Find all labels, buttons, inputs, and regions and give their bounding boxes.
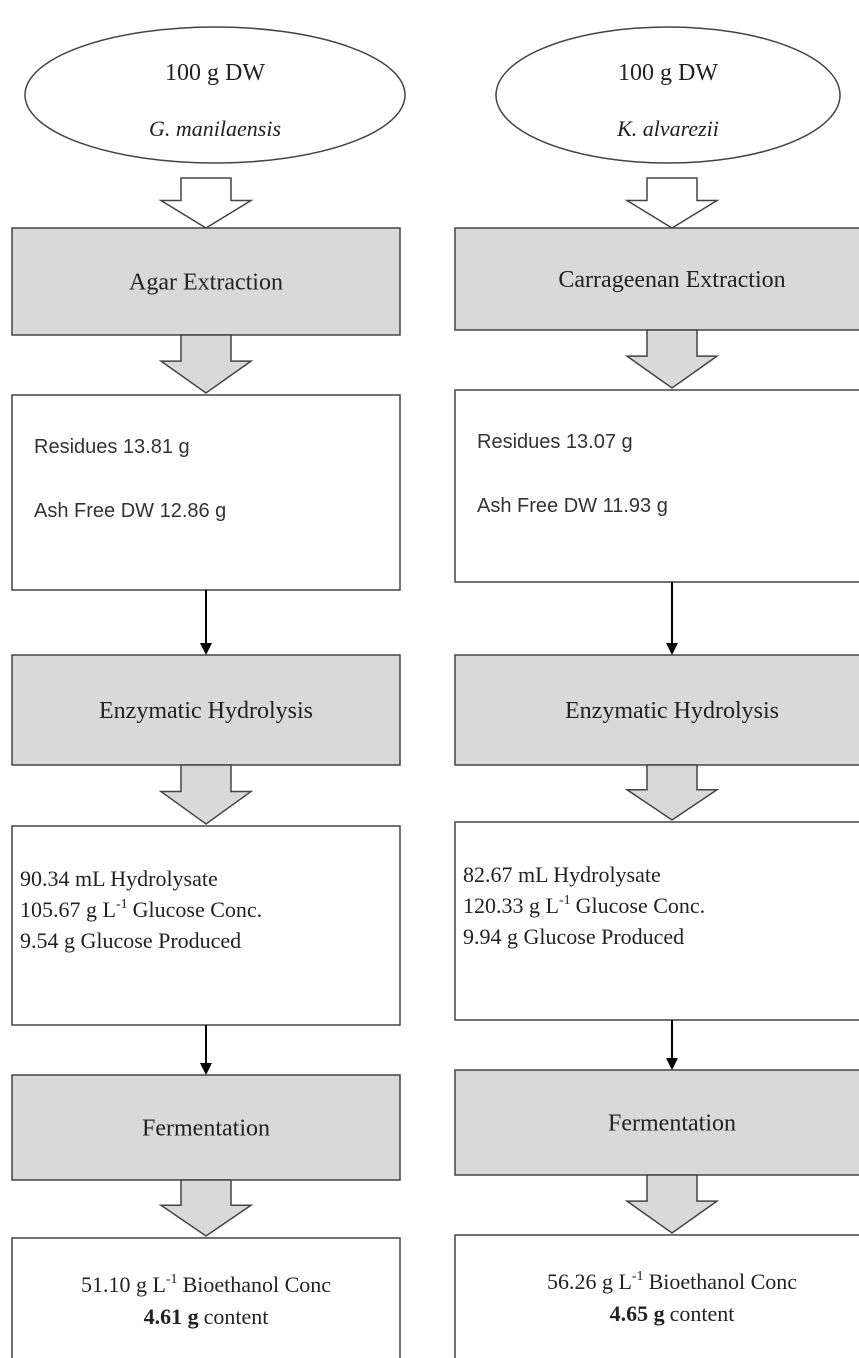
process-label: Enzymatic Hydrolysis: [565, 698, 779, 724]
result-box: [454, 821, 859, 1021]
glucose-produced: 9.94 g Glucose Produced: [463, 924, 684, 949]
value: 56.26 g L: [547, 1269, 632, 1294]
result-box: [11, 825, 401, 1026]
value: 105.67 g L: [20, 897, 116, 922]
process-box: [11, 654, 401, 766]
text-line: 120.33 g L-1 Glucose Conc.: [463, 893, 705, 918]
unit: Glucose Conc.: [133, 897, 263, 922]
hydrolysate-volume: 82.67 mL Hydrolysate: [463, 862, 661, 887]
text-line: 51.10 g L-1 Bioethanol Conc: [81, 1272, 331, 1297]
unit: Glucose Conc.: [576, 893, 706, 918]
superscript: -1: [632, 1269, 644, 1284]
text-line: 105.67 g L-1 Glucose Conc.: [20, 897, 262, 922]
residue-line: Residues 13.81 g: [34, 436, 190, 458]
hollow-arrow: [158, 177, 254, 229]
process-label: Fermentation: [142, 1116, 270, 1142]
process-box: [11, 1074, 401, 1181]
text-line: 56.26 g L-1 Bioethanol Conc: [547, 1269, 797, 1294]
arrowhead: [666, 643, 678, 655]
block-arrow: [158, 764, 254, 825]
block-arrow: [624, 329, 720, 389]
arrowhead: [666, 1058, 678, 1070]
source-ellipse: [495, 26, 841, 164]
content-label: content: [204, 1304, 269, 1329]
result-box: [11, 1237, 401, 1358]
process-box: [11, 227, 401, 336]
block-arrow: [624, 764, 720, 821]
hollow-arrow: [624, 177, 720, 229]
residue-line: Ash Free DW 11.93 g: [477, 495, 668, 517]
block-arrow: [158, 334, 254, 394]
result-box: [454, 389, 859, 583]
superscript: -1: [166, 1272, 178, 1287]
process-box: [454, 227, 859, 331]
source-ellipse: [24, 26, 406, 164]
unit: Bioethanol Conc: [183, 1272, 332, 1297]
source-species: K. alvarezii: [616, 116, 719, 141]
block-arrow: [624, 1174, 720, 1234]
glucose-produced: 9.54 g Glucose Produced: [20, 928, 241, 953]
superscript: -1: [559, 893, 571, 908]
content-amount: 4.61 g: [144, 1304, 199, 1329]
residue-line: Ash Free DW 12.86 g: [34, 500, 226, 522]
content-amount: 4.65 g: [610, 1301, 665, 1326]
content-label: content: [670, 1301, 735, 1326]
process-label: Carrageenan Extraction: [558, 267, 785, 293]
result-box: [454, 1234, 859, 1358]
block-arrow: [158, 1179, 254, 1237]
residue-line: Residues 13.07 g: [477, 431, 633, 453]
arrowhead: [200, 1063, 212, 1075]
value: 120.33 g L: [463, 893, 559, 918]
unit: Bioethanol Conc: [649, 1269, 798, 1294]
process-box: [454, 654, 859, 766]
source-amount: 100 g DW: [618, 60, 718, 86]
process-label: Agar Extraction: [129, 270, 283, 296]
superscript: -1: [116, 897, 128, 912]
value: 51.10 g L: [81, 1272, 166, 1297]
bioethanol-content: 4.61 g content: [144, 1304, 269, 1329]
process-label: Enzymatic Hydrolysis: [99, 698, 313, 724]
arrowhead: [200, 643, 212, 655]
bioethanol-content: 4.65 g content: [610, 1301, 735, 1326]
result-box: [11, 394, 401, 591]
process-label: Fermentation: [608, 1111, 736, 1137]
hydrolysate-volume: 90.34 mL Hydrolysate: [20, 866, 218, 891]
source-amount: 100 g DW: [165, 60, 265, 86]
source-species: G. manilaensis: [149, 116, 281, 141]
